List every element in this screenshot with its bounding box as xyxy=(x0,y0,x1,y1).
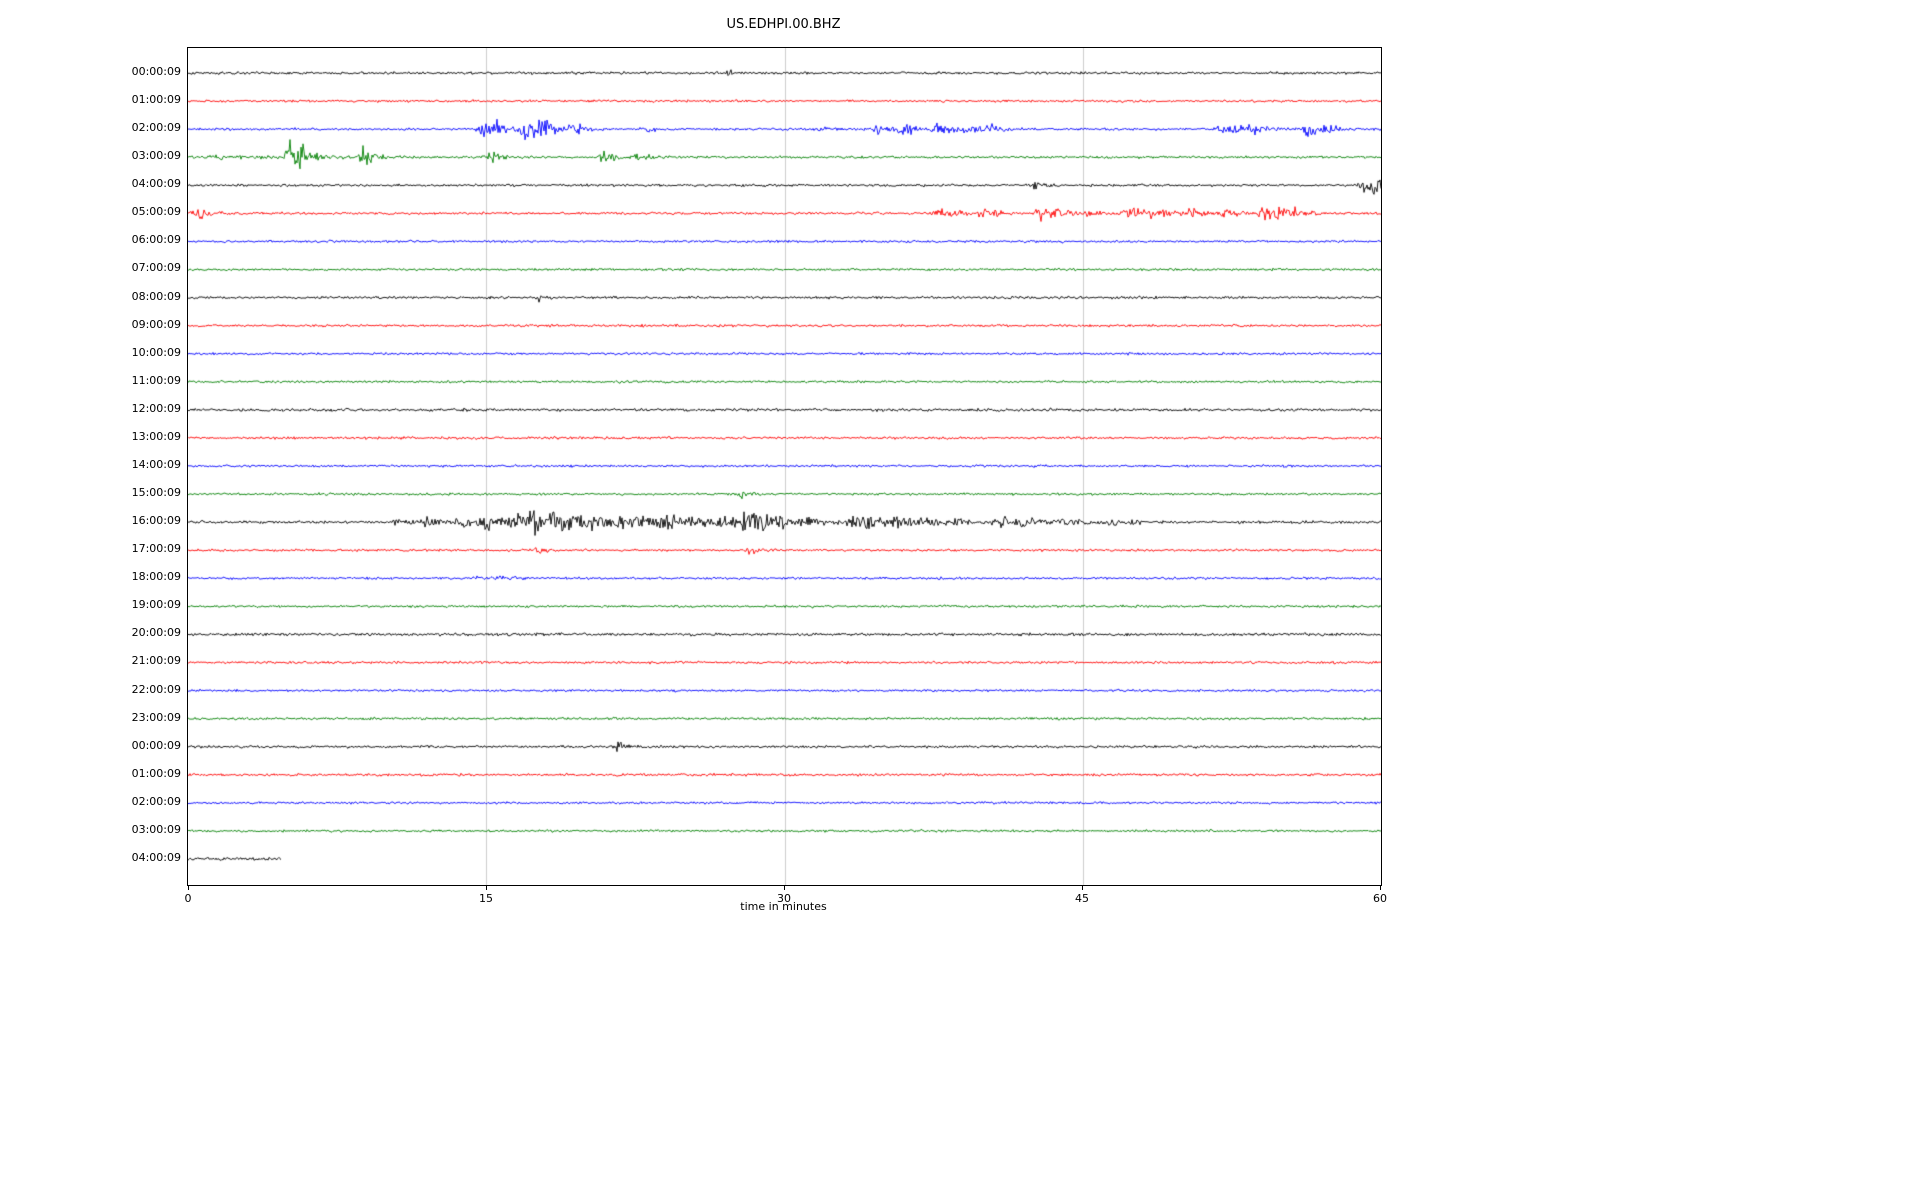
row-label: 15:00:09 xyxy=(131,486,181,500)
row-label: 09:00:09 xyxy=(131,317,181,331)
row-label: 05:00:09 xyxy=(131,205,181,219)
x-tick-mark xyxy=(1082,886,1083,890)
row-label: 01:00:09 xyxy=(131,93,181,107)
row-label: 18:00:09 xyxy=(131,570,181,584)
x-tick-label: 30 xyxy=(777,892,791,905)
row-label: 04:00:09 xyxy=(131,177,181,191)
x-tick-label: 60 xyxy=(1373,892,1387,905)
x-tick-label: 0 xyxy=(184,892,192,905)
row-label: 23:00:09 xyxy=(131,710,181,724)
row-label: 19:00:09 xyxy=(131,598,181,612)
x-axis-label: time in minutes xyxy=(740,900,827,913)
row-label: 08:00:09 xyxy=(131,289,181,303)
x-tick-mark xyxy=(486,886,487,890)
x-tick-label: 15 xyxy=(479,892,493,905)
row-label: 16:00:09 xyxy=(131,514,181,528)
row-label: 03:00:09 xyxy=(131,822,181,836)
row-label: 20:00:09 xyxy=(131,626,181,640)
x-tick-mark xyxy=(784,886,785,890)
row-label: 12:00:09 xyxy=(131,401,181,415)
row-label: 04:00:09 xyxy=(131,850,181,864)
row-label: 00:00:09 xyxy=(131,738,181,752)
row-label: 03:00:09 xyxy=(131,149,181,163)
row-label: 10:00:09 xyxy=(131,345,181,359)
row-label: 14:00:09 xyxy=(131,457,181,471)
row-label: 06:00:09 xyxy=(131,233,181,247)
seismogram-canvas xyxy=(188,48,1381,885)
x-tick-mark xyxy=(1380,886,1381,890)
row-label: 00:00:09 xyxy=(131,65,181,78)
chart-title: US.EDHPI.00.BHZ xyxy=(726,17,841,32)
row-label: 02:00:09 xyxy=(131,121,181,135)
row-label: 11:00:09 xyxy=(131,373,181,387)
row-label: 07:00:09 xyxy=(131,261,181,275)
row-label: 13:00:09 xyxy=(131,429,181,443)
x-tick-mark xyxy=(188,886,189,890)
row-label: 17:00:09 xyxy=(131,542,181,556)
row-label: 02:00:09 xyxy=(131,794,181,808)
row-label: 21:00:09 xyxy=(131,654,181,668)
plot-area xyxy=(187,47,1382,886)
row-label: 01:00:09 xyxy=(131,766,181,780)
x-tick-label: 45 xyxy=(1075,892,1089,905)
row-label: 22:00:09 xyxy=(131,682,181,696)
